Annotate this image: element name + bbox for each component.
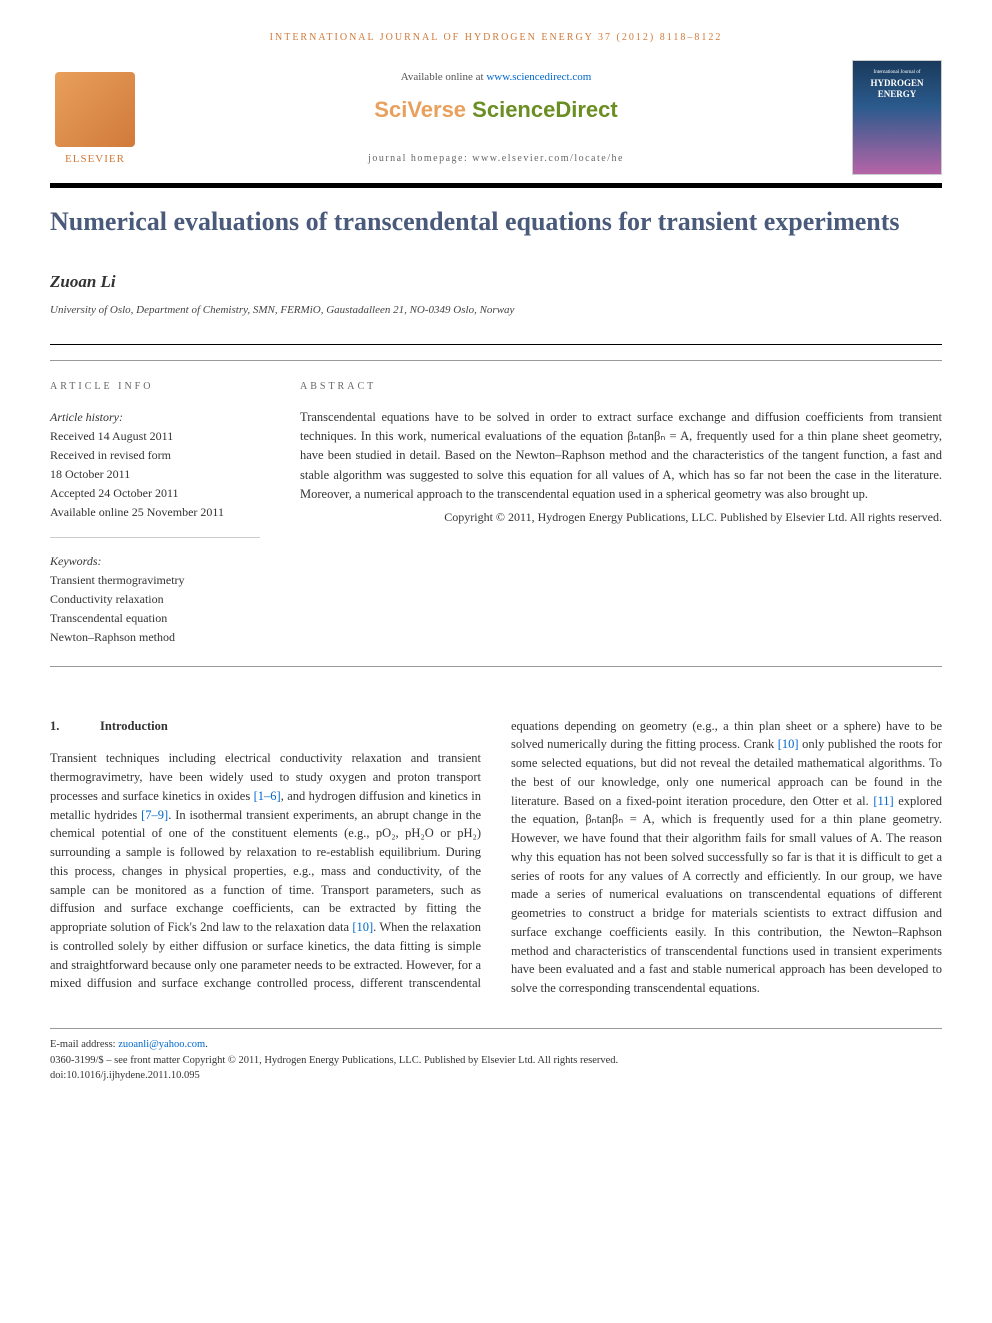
email-link[interactable]: zuoanli@yahoo.com	[118, 1039, 205, 1050]
abstract-column: ABSTRACT Transcendental equations have t…	[300, 379, 942, 648]
available-online: Available online at www.sciencedirect.co…	[160, 69, 832, 86]
history-revised-2: 18 October 2011	[50, 465, 260, 484]
author-name: Zuoan Li	[50, 269, 942, 295]
history-revised-1: Received in revised form	[50, 446, 260, 465]
article-info-heading: ARTICLE INFO	[50, 379, 260, 394]
article-history: Article history: Received 14 August 2011…	[50, 408, 260, 538]
article-info-column: ARTICLE INFO Article history: Received 1…	[50, 379, 260, 648]
footer-issn: 0360-3199/$ – see front matter Copyright…	[50, 1053, 942, 1069]
history-label: Article history:	[50, 408, 260, 427]
available-text: Available online at	[401, 71, 487, 83]
homepage-line: journal homepage: www.elsevier.com/locat…	[160, 151, 832, 166]
homepage-label: journal homepage:	[368, 153, 472, 164]
info-abstract-section: ARTICLE INFO Article history: Received 1…	[50, 360, 942, 667]
sciverse-main: ScienceDirect	[472, 97, 618, 122]
abstract-heading: ABSTRACT	[300, 379, 942, 394]
keyword-2: Conductivity relaxation	[50, 590, 260, 609]
keyword-4: Newton–Raphson method	[50, 628, 260, 647]
elsevier-tree-icon	[55, 72, 135, 147]
history-received: Received 14 August 2011	[50, 427, 260, 446]
footer: E-mail address: zuoanli@yahoo.com. 0360-…	[50, 1028, 942, 1084]
elsevier-logo[interactable]: ELSEVIER	[50, 68, 140, 168]
body-text-1c: . In isothermal transient experiments, a…	[50, 808, 481, 935]
journal-reference: INTERNATIONAL JOURNAL OF HYDROGEN ENERGY…	[50, 30, 942, 45]
copyright-text: Copyright © 2011, Hydrogen Energy Public…	[300, 508, 942, 526]
section-1-num: 1.	[50, 717, 100, 736]
history-online: Available online 25 November 2011	[50, 503, 260, 522]
center-header: Available online at www.sciencedirect.co…	[140, 69, 852, 167]
email-label: E-mail address:	[50, 1039, 118, 1050]
ref-link-1[interactable]: [1–6]	[254, 789, 281, 803]
keywords-block: Keywords: Transient thermogravimetry Con…	[50, 552, 260, 648]
journal-cover[interactable]: International Journal of HYDROGEN ENERGY	[852, 60, 942, 175]
elsevier-label: ELSEVIER	[65, 151, 125, 168]
sciverse-logo: SciVerse ScienceDirect	[160, 93, 832, 126]
ref-link-3[interactable]: [10]	[352, 920, 373, 934]
body-text-1f: explored the equation, βₙtanβₙ = A, whic…	[511, 794, 942, 996]
email-suffix: .	[205, 1039, 208, 1050]
sciencedirect-link[interactable]: www.sciencedirect.com	[486, 71, 591, 83]
footer-doi: doi:10.1016/j.ijhydene.2011.10.095	[50, 1068, 942, 1084]
ref-link-5[interactable]: [11]	[873, 794, 893, 808]
section-1-title: Introduction	[100, 719, 168, 733]
cover-small-text: International Journal of	[874, 69, 921, 77]
homepage-url[interactable]: www.elsevier.com/locate/he	[472, 153, 624, 164]
sciverse-prefix: SciVerse	[374, 97, 472, 122]
keyword-1: Transient thermogravimetry	[50, 571, 260, 590]
cover-large-text-1: HYDROGEN	[870, 79, 923, 89]
section-1-heading: 1.Introduction	[50, 717, 481, 736]
body-section: 1.Introduction Transient techniques incl…	[50, 717, 942, 998]
history-accepted: Accepted 24 October 2011	[50, 484, 260, 503]
footer-email-line: E-mail address: zuoanli@yahoo.com.	[50, 1037, 942, 1053]
cover-large-text-2: ENERGY	[878, 90, 917, 100]
article-title: Numerical evaluations of transcendental …	[50, 206, 942, 239]
header: ELSEVIER Available online at www.science…	[50, 60, 942, 175]
keyword-3: Transcendental equation	[50, 609, 260, 628]
title-section: Numerical evaluations of transcendental …	[50, 183, 942, 345]
ref-link-2[interactable]: [7–9]	[141, 808, 168, 822]
body-paragraph-1: Transient techniques including electrica…	[50, 717, 942, 998]
ref-link-4[interactable]: [10]	[778, 737, 799, 751]
affiliation: University of Oslo, Department of Chemis…	[50, 302, 942, 319]
abstract-text: Transcendental equations have to be solv…	[300, 408, 942, 505]
keywords-label: Keywords:	[50, 552, 260, 571]
